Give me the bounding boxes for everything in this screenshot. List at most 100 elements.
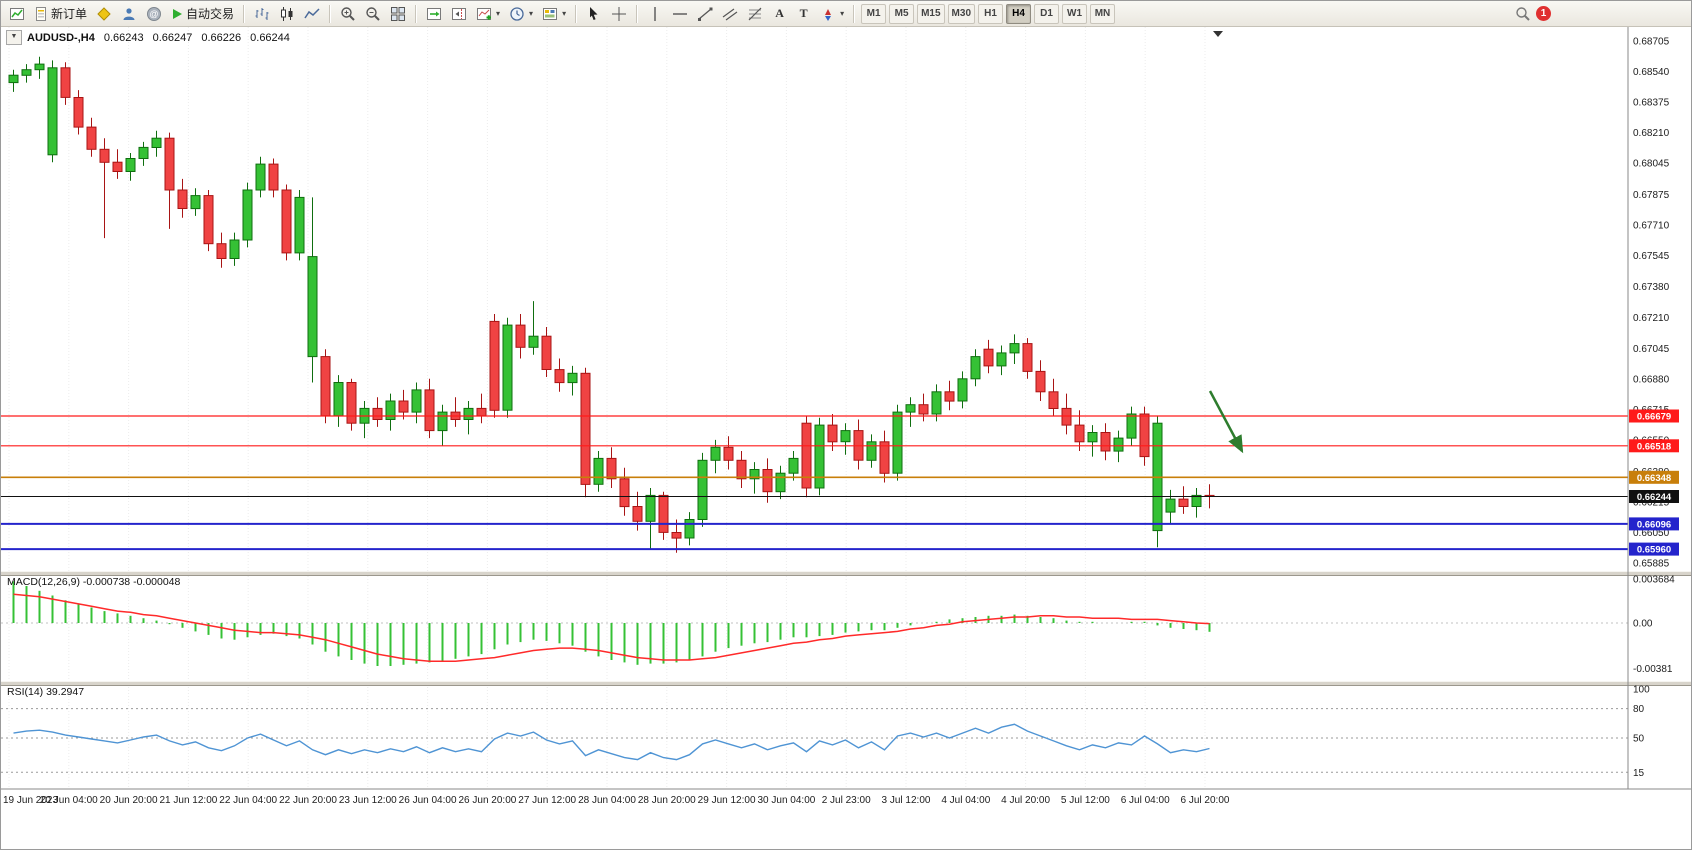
svg-text:5 Jul 12:00: 5 Jul 12:00	[1061, 795, 1110, 806]
svg-text:26 Jun 04:00: 26 Jun 04:00	[399, 795, 457, 806]
svg-text:0.67210: 0.67210	[1633, 313, 1670, 324]
line-chart-button[interactable]	[300, 3, 324, 25]
chevron-down-icon: ▾	[496, 9, 501, 18]
trendline-tool-button[interactable]	[693, 3, 717, 25]
cursor-button[interactable]	[582, 3, 606, 25]
toolbar-separator	[636, 4, 639, 23]
crosshair-button[interactable]	[607, 3, 631, 25]
time-axis[interactable]	[1, 789, 1628, 815]
indicators-button[interactable]: ▾	[472, 3, 504, 25]
price-open: 0.66243	[103, 31, 144, 44]
periods-button[interactable]: ▾	[505, 3, 537, 25]
scroll-to-end-marker	[1213, 31, 1223, 37]
fibonacci-tool-button[interactable]	[743, 3, 767, 25]
svg-text:-0.00381: -0.00381	[1633, 664, 1673, 675]
horizontal-line-tool-button[interactable]	[668, 3, 692, 25]
price-badge: 0.66096	[1629, 517, 1679, 531]
text-tool-icon: A	[775, 6, 784, 20]
community-button[interactable]: @	[142, 3, 166, 25]
svg-text:80: 80	[1633, 704, 1645, 715]
svg-text:15: 15	[1633, 768, 1645, 779]
svg-text:0.66050: 0.66050	[1633, 528, 1670, 539]
vertical-line-tool-button[interactable]	[643, 3, 667, 25]
chart-canvas[interactable]: 0.68705 0.68540 0.68375 0.68210 0.68045 0.678…	[1, 27, 1692, 850]
notification-badge[interactable]: 1	[1536, 6, 1551, 21]
arrow-annotation[interactable]	[1208, 390, 1244, 454]
price-badge: 0.66518	[1629, 439, 1679, 453]
metaeditor-icon	[97, 6, 111, 21]
bar-chart-icon	[255, 7, 269, 20]
cursor-icon	[590, 6, 598, 20]
svg-text:21 Jun 12:00: 21 Jun 12:00	[159, 795, 217, 806]
community-icon: @	[147, 6, 162, 21]
macd-signal-line	[13, 593, 1210, 662]
bar-chart-button[interactable]	[250, 3, 274, 25]
timeframe-mn-button[interactable]: MN	[1090, 3, 1115, 24]
rsi-indicator-label: RSI(14) 39.2947	[7, 686, 85, 698]
timeframe-h1-button[interactable]: H1	[978, 3, 1003, 24]
svg-text:4 Jul 04:00: 4 Jul 04:00	[941, 795, 990, 806]
templates-button[interactable]: ▾	[538, 3, 570, 25]
zoom-in-icon	[341, 6, 355, 21]
price-axis[interactable]	[1629, 27, 1691, 789]
text-tool-button[interactable]: A	[768, 3, 791, 25]
svg-text:22 Jun 04:00: 22 Jun 04:00	[219, 795, 277, 806]
search-icon	[1516, 6, 1530, 21]
candlestick-chart-button[interactable]	[275, 3, 299, 25]
toolbar-separator	[853, 4, 856, 23]
timeframe-m5-button[interactable]: M5	[889, 3, 915, 24]
chart-shift-button[interactable]	[447, 3, 471, 25]
svg-text:0.68375: 0.68375	[1633, 98, 1670, 109]
rsi-axis-labels: 100 80 50 15	[1633, 685, 1650, 779]
line-chart-icon	[304, 7, 320, 18]
gridlines	[8, 27, 1206, 789]
arrows-tool-button[interactable]: ▾	[816, 3, 848, 25]
one-click-trading-toggle[interactable]: ▼	[6, 30, 22, 45]
metaeditor-button[interactable]	[92, 3, 116, 25]
toolbar-separator	[329, 4, 332, 23]
search-button[interactable]	[1511, 3, 1535, 25]
channel-tool-button[interactable]	[718, 3, 742, 25]
rsi-line	[13, 723, 1210, 761]
chart-shift-icon	[452, 7, 467, 20]
new-order-icon	[36, 6, 46, 21]
svg-text:0.66880: 0.66880	[1633, 374, 1670, 385]
svg-text:27 Jun 12:00: 27 Jun 12:00	[518, 795, 576, 806]
new-order-button[interactable]: 新订单	[30, 3, 91, 25]
auto-scroll-button[interactable]	[422, 3, 446, 25]
market-watch-button[interactable]	[117, 3, 141, 25]
svg-text:28 Jun 20:00: 28 Jun 20:00	[638, 795, 696, 806]
timeframe-h4-button[interactable]: H4	[1006, 3, 1031, 24]
auto-trading-button[interactable]: 自动交易	[167, 3, 238, 25]
timeframe-d1-button[interactable]: D1	[1034, 3, 1059, 24]
svg-text:0.67380: 0.67380	[1633, 282, 1670, 293]
tile-windows-icon	[391, 6, 406, 21]
timeframe-m30-button[interactable]: M30	[947, 3, 975, 24]
toolbar-separator	[243, 4, 246, 23]
macd-indicator-label: MACD(12,26,9) -0.000738 -0.000048	[7, 576, 181, 588]
svg-text:0.67875: 0.67875	[1633, 190, 1670, 201]
timeframe-m1-button[interactable]: M1	[861, 3, 887, 24]
timeframe-w1-button[interactable]: W1	[1062, 3, 1087, 24]
timeframe-m15-button[interactable]: M15	[917, 3, 945, 24]
toolbar-separator	[575, 4, 578, 23]
chevron-down-icon: ▾	[562, 9, 567, 18]
label-tool-button[interactable]: T	[792, 3, 815, 25]
zoom-in-button[interactable]	[336, 3, 360, 25]
svg-text:6 Jul 04:00: 6 Jul 04:00	[1121, 795, 1170, 806]
fibonacci-icon	[748, 7, 762, 20]
tile-windows-button[interactable]	[386, 3, 410, 25]
svg-text:20 Jun 04:00: 20 Jun 04:00	[40, 795, 98, 806]
price-badge: 0.66679	[1629, 409, 1679, 423]
svg-text:0.67545: 0.67545	[1633, 251, 1670, 262]
price-close: 0.66244	[250, 31, 290, 44]
price-badge: 0.66244	[1629, 490, 1679, 503]
svg-text:23 Jun 12:00: 23 Jun 12:00	[339, 795, 397, 806]
svg-text:29 Jun 12:00: 29 Jun 12:00	[698, 795, 756, 806]
chevron-down-icon: ▾	[529, 9, 534, 18]
svg-text:0.67045: 0.67045	[1633, 344, 1670, 355]
new-chart-window-button[interactable]	[5, 3, 29, 25]
indicators-icon	[477, 7, 492, 20]
zoom-out-button[interactable]	[361, 3, 385, 25]
